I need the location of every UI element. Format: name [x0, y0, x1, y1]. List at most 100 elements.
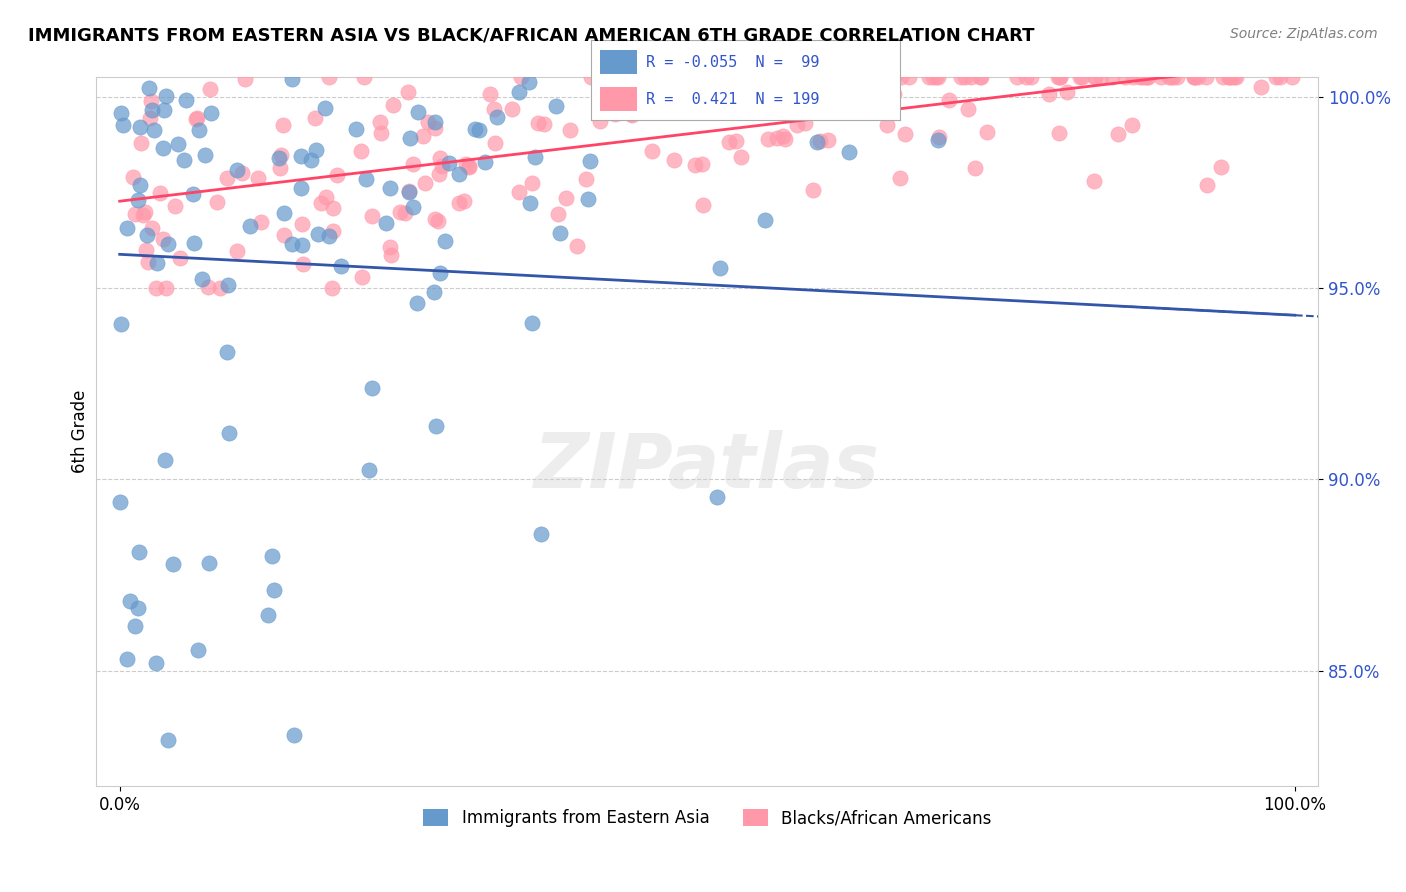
Point — [1270, 70, 1292, 85]
Point — [269, 161, 291, 176]
Point — [484, 102, 506, 116]
Point — [280, 237, 302, 252]
Point — [775, 132, 797, 146]
Point — [801, 183, 824, 197]
Point — [927, 133, 949, 147]
Point — [257, 608, 280, 623]
Point — [361, 209, 384, 223]
Point — [806, 136, 828, 150]
Point — [153, 453, 176, 467]
Point — [565, 239, 588, 253]
Point — [281, 72, 304, 87]
Point — [745, 70, 768, 85]
Point — [1195, 178, 1218, 192]
Point — [187, 123, 209, 137]
Point — [429, 151, 451, 165]
Point — [217, 278, 239, 293]
Point — [510, 70, 533, 85]
Point — [842, 82, 865, 96]
Point — [865, 78, 887, 92]
Point — [853, 70, 876, 85]
Point — [706, 491, 728, 505]
Point — [1047, 126, 1070, 140]
Point — [136, 227, 159, 242]
Point — [110, 105, 132, 120]
Point — [398, 184, 420, 198]
Point — [190, 272, 212, 286]
Point — [307, 227, 329, 241]
Point — [318, 229, 340, 244]
Point — [533, 117, 555, 131]
Point — [374, 216, 396, 230]
Point — [226, 162, 249, 177]
Point — [187, 643, 209, 657]
Point — [468, 123, 491, 137]
Point — [547, 207, 569, 221]
Point — [457, 160, 479, 174]
Point — [759, 70, 782, 85]
Point — [398, 185, 420, 199]
Point — [690, 157, 713, 171]
Point — [145, 256, 167, 270]
Point — [508, 185, 530, 199]
Point — [453, 194, 475, 209]
Point — [447, 195, 470, 210]
Point — [810, 71, 832, 86]
Point — [1038, 87, 1060, 101]
Point — [558, 122, 581, 136]
Point — [378, 240, 401, 254]
Point — [263, 582, 285, 597]
Point — [413, 176, 436, 190]
Point — [134, 205, 156, 219]
Point — [832, 70, 855, 85]
Point — [402, 157, 425, 171]
Point — [283, 728, 305, 742]
Point — [429, 167, 451, 181]
Legend: Immigrants from Eastern Asia, Blacks/African Americans: Immigrants from Eastern Asia, Blacks/Afr… — [416, 803, 998, 834]
Point — [181, 187, 204, 202]
Point — [433, 234, 456, 248]
Point — [1069, 70, 1091, 85]
Point — [589, 70, 612, 85]
Point — [1184, 70, 1206, 85]
Point — [322, 201, 344, 215]
Point — [641, 145, 664, 159]
Point — [758, 132, 780, 146]
Point — [1209, 160, 1232, 174]
Point — [609, 86, 631, 100]
Text: IMMIGRANTS FROM EASTERN ASIA VS BLACK/AFRICAN AMERICAN 6TH GRADE CORRELATION CHA: IMMIGRANTS FROM EASTERN ASIA VS BLACK/AF… — [28, 27, 1035, 45]
Point — [1157, 70, 1180, 85]
Point — [354, 172, 377, 186]
Point — [1187, 70, 1209, 85]
Point — [1084, 70, 1107, 85]
Point — [1107, 127, 1129, 141]
Point — [152, 141, 174, 155]
Point — [1049, 70, 1071, 85]
Point — [950, 70, 973, 85]
Point — [668, 70, 690, 85]
Point — [976, 125, 998, 139]
Point — [640, 77, 662, 91]
Point — [724, 134, 747, 148]
Point — [406, 105, 429, 120]
Point — [808, 134, 831, 148]
Point — [439, 156, 461, 170]
Point — [530, 527, 553, 541]
Point — [928, 130, 950, 145]
Point — [1047, 70, 1070, 85]
Text: R = -0.055  N =  99: R = -0.055 N = 99 — [647, 55, 820, 70]
Point — [925, 70, 948, 85]
Point — [396, 85, 419, 99]
Point — [479, 87, 502, 102]
Point — [817, 133, 839, 147]
Point — [1084, 70, 1107, 85]
Point — [124, 619, 146, 633]
Text: R =  0.421  N = 199: R = 0.421 N = 199 — [647, 92, 820, 107]
Point — [378, 181, 401, 195]
Point — [524, 150, 547, 164]
Bar — [600, 87, 637, 111]
Point — [349, 144, 371, 158]
Point — [416, 114, 439, 128]
Point — [380, 248, 402, 262]
Point — [969, 70, 991, 85]
